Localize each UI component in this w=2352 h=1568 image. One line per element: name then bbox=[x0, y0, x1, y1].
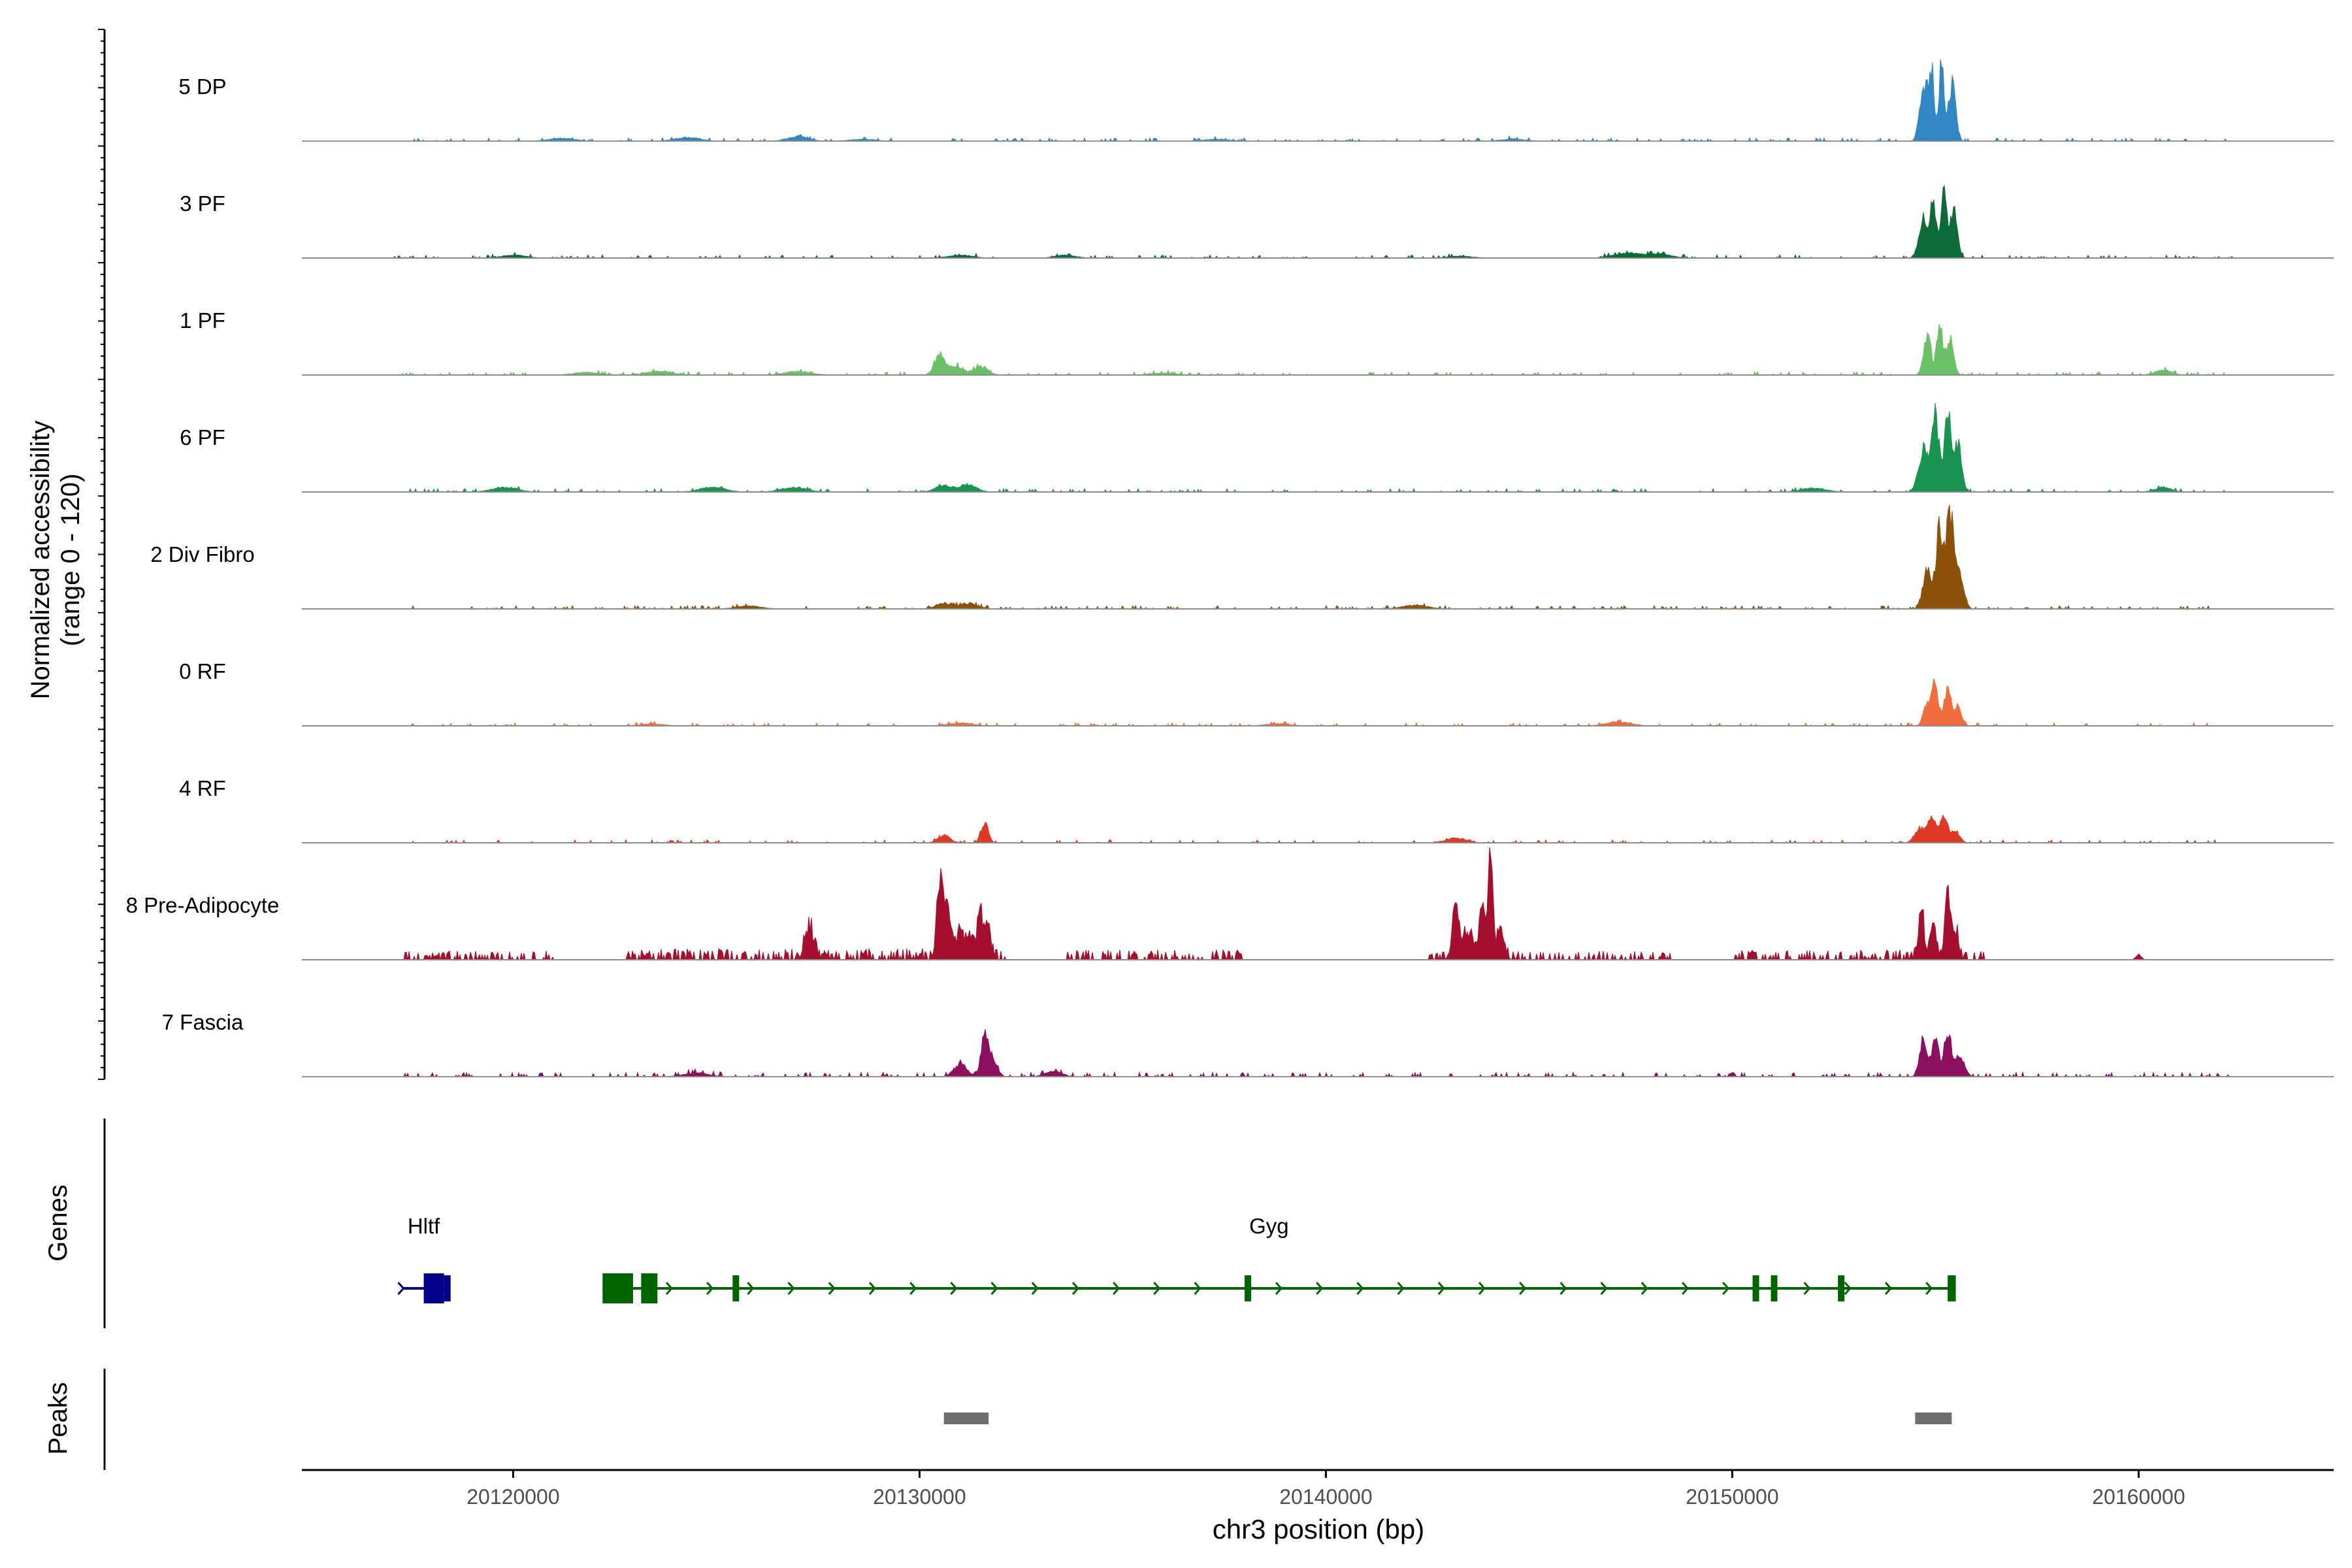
gene-exon bbox=[423, 1273, 444, 1303]
strand-arrow bbox=[909, 1282, 917, 1295]
coverage-area bbox=[302, 59, 2334, 142]
genes-track-label: Genes bbox=[44, 1184, 73, 1262]
strand-arrow bbox=[1560, 1282, 1567, 1295]
track-8-pre-adipocyte: 8 Pre-Adipocyte bbox=[126, 847, 2334, 961]
track-label: 5 DP bbox=[178, 74, 226, 99]
strand-arrow bbox=[868, 1282, 877, 1295]
track-7-fascia: 7 Fascia bbox=[162, 1010, 2334, 1078]
track-label: 8 Pre-Adipocyte bbox=[126, 893, 280, 917]
strand-arrow bbox=[1803, 1282, 1811, 1295]
peaks-track bbox=[103, 1369, 1952, 1470]
strand-arrow bbox=[1194, 1282, 1201, 1295]
coverage-area bbox=[302, 814, 2334, 844]
y-axis bbox=[98, 29, 106, 1080]
track-label: 2 Div Fibro bbox=[150, 542, 255, 566]
track-label: 4 RF bbox=[179, 776, 226, 800]
coverage-area bbox=[302, 323, 2334, 376]
x-axis-label: chr3 position (bp) bbox=[1213, 1514, 1425, 1544]
x-tick-label: 20150000 bbox=[1686, 1485, 1778, 1509]
strand-arrow bbox=[1884, 1282, 1893, 1295]
peaks-track-label: Peaks bbox=[44, 1382, 73, 1454]
strand-arrow bbox=[950, 1282, 958, 1295]
track-2-div-fibro: 2 Div Fibro bbox=[150, 504, 2334, 610]
strand-arrow bbox=[1925, 1282, 1933, 1295]
track-label: 0 RF bbox=[179, 659, 226, 683]
strand-arrow bbox=[1519, 1282, 1527, 1295]
gene-exon bbox=[1245, 1275, 1252, 1301]
strand-arrow bbox=[706, 1282, 714, 1295]
strand-arrow bbox=[1681, 1282, 1690, 1295]
coverage-area bbox=[302, 847, 2334, 961]
strand-arrow bbox=[1275, 1282, 1283, 1295]
track-label: 1 PF bbox=[180, 308, 225, 333]
coverage-area bbox=[302, 402, 2334, 493]
strand-arrow bbox=[1844, 1282, 1852, 1295]
track-3-pf: 3 PF bbox=[180, 184, 2334, 259]
gene-exon bbox=[1948, 1275, 1956, 1301]
gene-hltf: Hltf bbox=[397, 1214, 451, 1303]
strand-arrow bbox=[1641, 1282, 1648, 1295]
gene-exon bbox=[732, 1275, 740, 1301]
strand-arrow bbox=[1356, 1282, 1364, 1295]
gene-exon bbox=[1752, 1275, 1759, 1301]
strand-arrow bbox=[1478, 1282, 1486, 1295]
strand-arrow bbox=[397, 1282, 405, 1295]
track-label: 7 Fascia bbox=[162, 1010, 244, 1034]
track-0-rf: 0 RF bbox=[179, 659, 2334, 727]
strand-arrow bbox=[1071, 1282, 1080, 1295]
strand-arrow bbox=[1437, 1282, 1445, 1295]
track-4-rf: 4 RF bbox=[179, 776, 2334, 844]
gene-gyg: Gyg bbox=[602, 1214, 1956, 1303]
x-axis: 20120000 20130000 20140000 20150000 20160000 bbox=[302, 1469, 2334, 1509]
gene-exon bbox=[1771, 1275, 1778, 1301]
x-tick-label: 20140000 bbox=[1279, 1485, 1372, 1509]
strand-arrow bbox=[747, 1282, 755, 1295]
x-tick-label: 20120000 bbox=[466, 1485, 559, 1509]
gene-label: Gyg bbox=[1249, 1214, 1289, 1238]
y-axis-label-range: (range 0 - 120) bbox=[56, 474, 85, 647]
track-6-pf: 6 PF bbox=[180, 402, 2334, 493]
x-tick-label: 20160000 bbox=[2092, 1485, 2185, 1509]
track-label: 6 PF bbox=[180, 425, 225, 449]
peak-region bbox=[1915, 1413, 1952, 1424]
gene-exon bbox=[641, 1273, 658, 1303]
strand-arrow bbox=[1031, 1282, 1039, 1295]
gene-label: Hltf bbox=[408, 1214, 440, 1238]
x-tick-label: 20130000 bbox=[873, 1485, 966, 1509]
coverage-area bbox=[302, 184, 2334, 259]
strand-arrow bbox=[665, 1282, 674, 1295]
y-axis-label: Normalized accessibility bbox=[26, 421, 55, 700]
strand-arrow bbox=[1153, 1282, 1161, 1295]
coverage-area bbox=[302, 678, 2334, 727]
strand-arrow bbox=[990, 1282, 998, 1295]
strand-arrow bbox=[828, 1282, 836, 1295]
gene-exon bbox=[602, 1273, 633, 1303]
peak-region bbox=[943, 1413, 989, 1424]
coverage-area bbox=[302, 504, 2334, 610]
track-1-pf: 1 PF bbox=[180, 308, 2334, 376]
gene-exon bbox=[444, 1275, 451, 1301]
coverage-area bbox=[302, 1029, 2334, 1078]
strand-arrow bbox=[1600, 1282, 1608, 1295]
gene-exon bbox=[1838, 1275, 1845, 1301]
strand-arrow bbox=[787, 1282, 795, 1295]
track-5-dp: 5 DP bbox=[178, 59, 2334, 142]
strand-arrow bbox=[1316, 1282, 1324, 1295]
strand-arrow bbox=[1397, 1282, 1405, 1295]
strand-arrow bbox=[1113, 1282, 1120, 1295]
coverage-tracks: 5 DP 3 PF 1 PF 6 PF 2 Div Fibro 0 RF 4 RF 8 Pre… bbox=[126, 59, 2334, 1078]
genes-track: Hltf Gyg bbox=[103, 1119, 1956, 1328]
strand-arrow bbox=[1722, 1282, 1730, 1295]
track-label: 3 PF bbox=[180, 191, 225, 216]
